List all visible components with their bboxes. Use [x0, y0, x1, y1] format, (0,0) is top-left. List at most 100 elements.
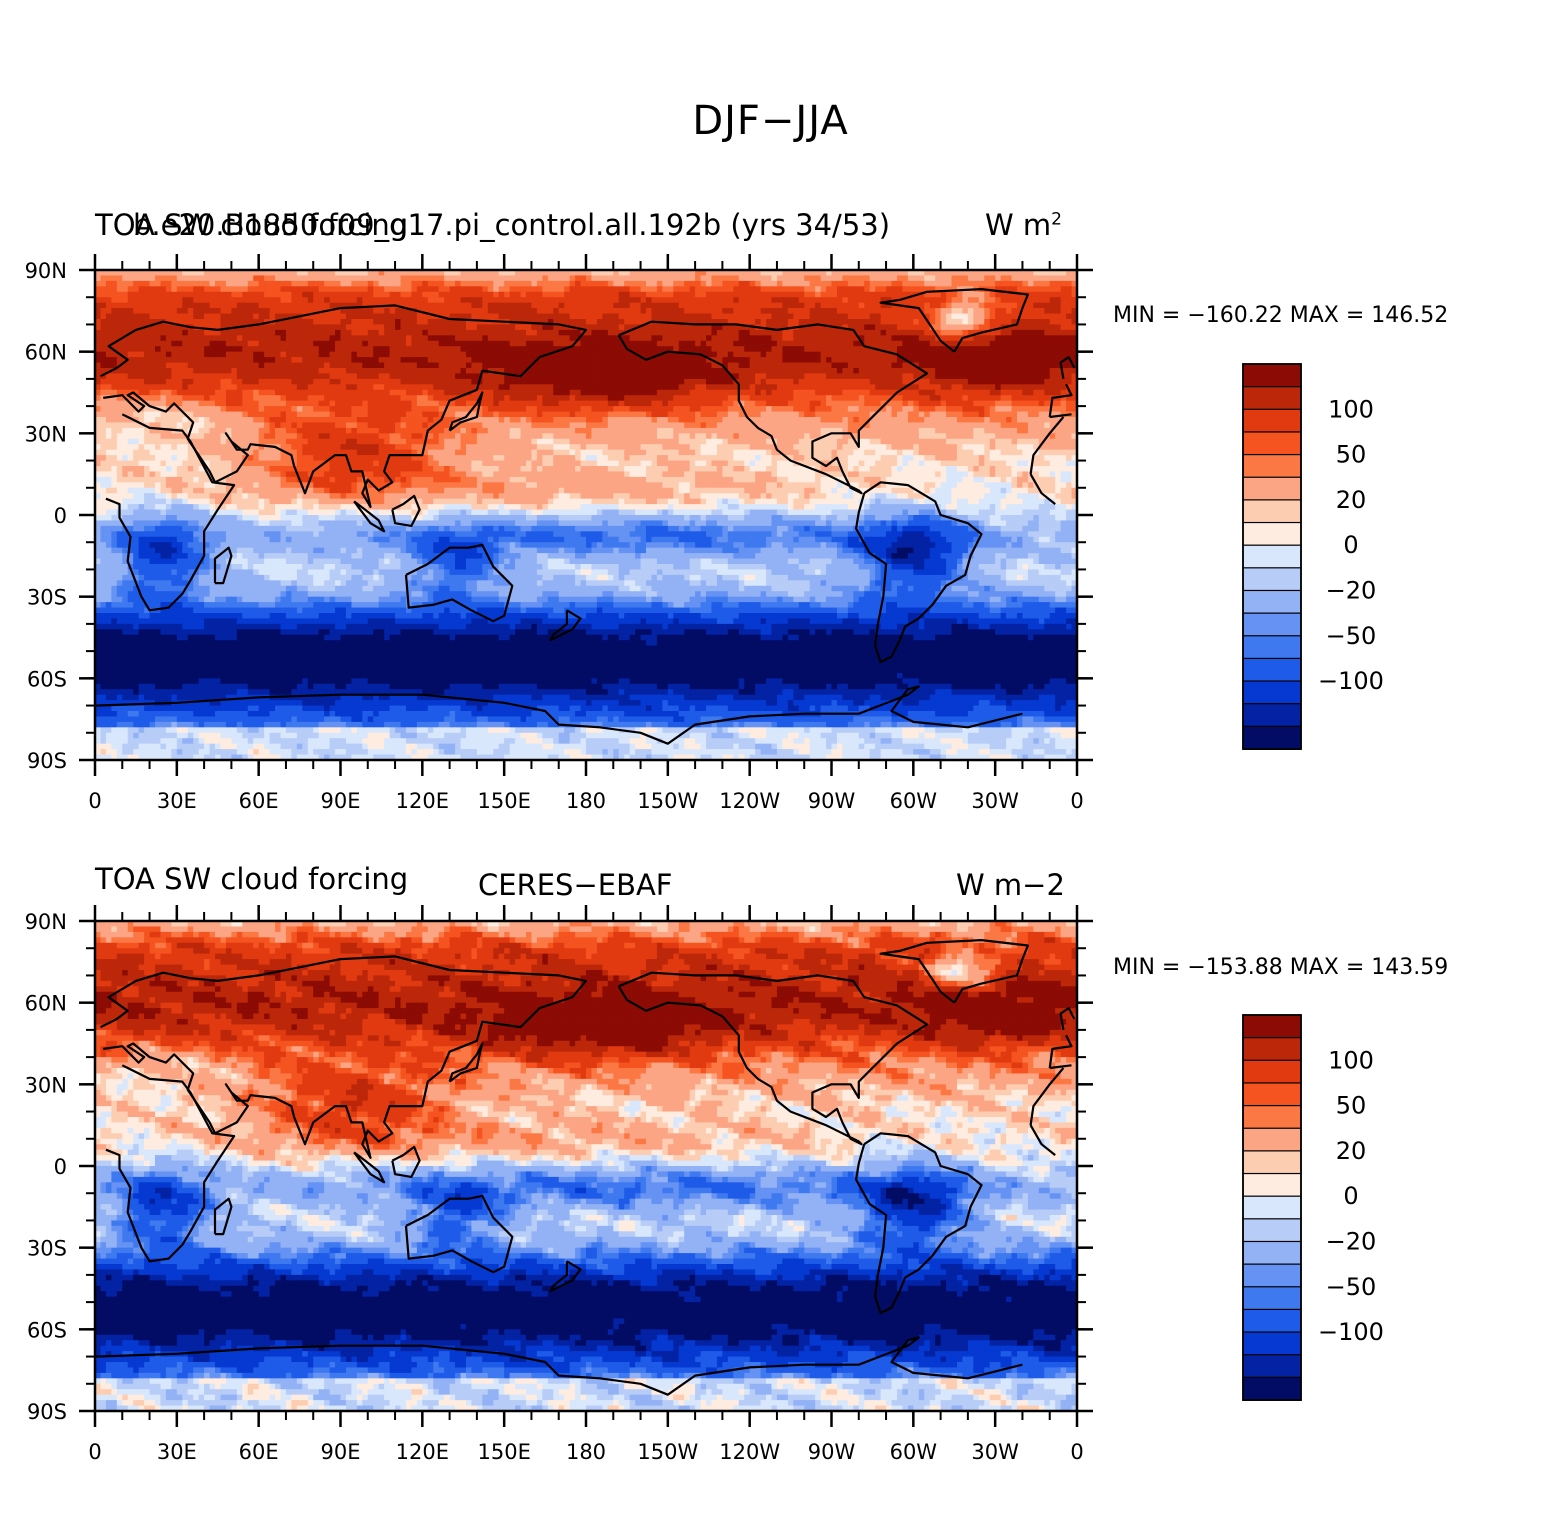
field-cell — [967, 351, 974, 358]
field-cell — [133, 302, 140, 309]
field-cell — [1033, 373, 1040, 380]
field-cell — [804, 373, 811, 380]
field-cell — [586, 329, 593, 336]
field-cell — [711, 384, 718, 391]
field-cell — [444, 417, 451, 424]
field-cell — [176, 270, 183, 277]
field-cell — [749, 329, 756, 336]
field-cell — [738, 329, 745, 336]
field-cell — [613, 368, 620, 375]
field-cell — [760, 368, 767, 375]
field-cell — [689, 400, 696, 407]
field-cell — [313, 357, 320, 364]
field-cell — [1011, 362, 1018, 369]
field-cell — [896, 395, 904, 402]
field-cell — [880, 362, 887, 369]
field-cell — [373, 297, 380, 304]
field-cell — [831, 406, 838, 413]
field-cell — [340, 297, 347, 304]
field-cell — [809, 378, 816, 385]
field-cell — [787, 335, 794, 342]
field-cell — [275, 389, 282, 396]
field-cell — [716, 324, 723, 331]
field-cell — [264, 275, 271, 282]
field-cell — [722, 286, 729, 293]
field-cell — [433, 368, 440, 375]
field-cell — [782, 406, 789, 413]
field-cell — [902, 313, 909, 320]
field-cell — [351, 378, 358, 385]
field-cell — [755, 329, 762, 336]
field-cell — [831, 357, 838, 364]
field-cell — [493, 411, 500, 418]
field-cell — [962, 378, 969, 385]
field-cell — [280, 346, 287, 353]
field-cell — [329, 368, 336, 375]
field-cell — [198, 319, 205, 326]
field-cell — [575, 275, 582, 282]
field-cell — [160, 357, 167, 364]
field-cell — [929, 368, 936, 375]
field-cell — [727, 329, 734, 336]
field-cell — [345, 417, 353, 424]
field-cell — [902, 395, 909, 402]
field-cell — [1016, 302, 1024, 309]
field-cell — [373, 280, 380, 287]
field-cell — [847, 389, 854, 396]
field-cell — [935, 275, 942, 282]
panel1-min-max: MIN = −160.22 MAX = 146.52 — [1113, 303, 1448, 328]
field-cell — [193, 395, 200, 402]
field-cell — [820, 319, 827, 326]
field-cell — [1033, 270, 1040, 277]
field-cell — [460, 411, 467, 418]
field-cell — [449, 335, 456, 342]
field-cell — [782, 373, 789, 380]
field-cell — [918, 319, 925, 326]
field-cell — [155, 373, 162, 380]
field-cell — [193, 351, 200, 358]
field-cell — [667, 411, 674, 418]
field-cell — [95, 389, 102, 396]
field-cell — [438, 308, 445, 315]
field-cell — [176, 384, 183, 391]
field-cell — [155, 417, 162, 424]
field-cell — [547, 291, 554, 298]
field-cell — [558, 373, 565, 380]
field-cell — [389, 400, 396, 407]
field-cell — [275, 395, 282, 402]
field-cell — [662, 302, 669, 309]
field-cell — [269, 395, 276, 402]
field-cell — [116, 313, 123, 320]
field-cell — [411, 384, 418, 391]
field-cell — [1033, 378, 1040, 385]
field-cell — [662, 411, 669, 418]
field-cell — [858, 389, 865, 396]
field-cell — [433, 395, 440, 402]
field-cell — [111, 313, 118, 320]
field-cell — [351, 400, 358, 407]
field-cell — [225, 346, 232, 353]
field-cell — [896, 351, 904, 358]
field-cell — [564, 313, 571, 320]
field-cell — [586, 362, 593, 369]
field-cell — [722, 411, 729, 418]
field-cell — [1049, 357, 1056, 364]
field-cell — [405, 302, 413, 309]
field-cell — [1027, 270, 1034, 277]
field-cell — [100, 373, 107, 380]
field-cell — [100, 335, 107, 342]
field-cell — [400, 351, 407, 358]
field-cell — [684, 384, 691, 391]
field-cell — [1000, 297, 1007, 304]
field-cell — [313, 291, 320, 298]
field-cell — [215, 417, 222, 424]
field-cell — [1022, 340, 1029, 347]
field-cell — [847, 308, 854, 315]
field-cell — [291, 308, 298, 315]
field-cell — [946, 291, 953, 298]
field-cell — [896, 406, 904, 413]
field-cell — [520, 411, 527, 418]
field-cell — [918, 389, 925, 396]
field-cell — [684, 351, 691, 358]
field-cell — [678, 324, 685, 331]
